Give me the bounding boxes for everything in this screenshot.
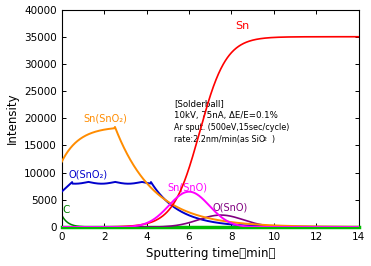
Text: Sn: Sn bbox=[236, 20, 250, 31]
Y-axis label: Intensity: Intensity bbox=[6, 93, 19, 144]
Text: C: C bbox=[63, 205, 70, 215]
Text: 10kV, 75nA, ΔE/E=0.1%: 10kV, 75nA, ΔE/E=0.1% bbox=[174, 111, 278, 120]
Text: Sn(SnO): Sn(SnO) bbox=[168, 182, 208, 192]
Text: Sn(SnO₂): Sn(SnO₂) bbox=[83, 113, 127, 123]
Text: 2: 2 bbox=[262, 137, 266, 142]
Text: O(SnO): O(SnO) bbox=[212, 203, 248, 213]
Text: [Solderball]: [Solderball] bbox=[174, 99, 224, 108]
Text: ): ) bbox=[272, 135, 275, 144]
X-axis label: Sputtering time（min）: Sputtering time（min） bbox=[145, 247, 275, 260]
Text: Ar sput. (500eV,15sec/cycle): Ar sput. (500eV,15sec/cycle) bbox=[174, 123, 290, 132]
Text: rate:2.2nm/min(as SiO: rate:2.2nm/min(as SiO bbox=[174, 135, 265, 144]
Text: O(SnO₂): O(SnO₂) bbox=[68, 169, 107, 180]
